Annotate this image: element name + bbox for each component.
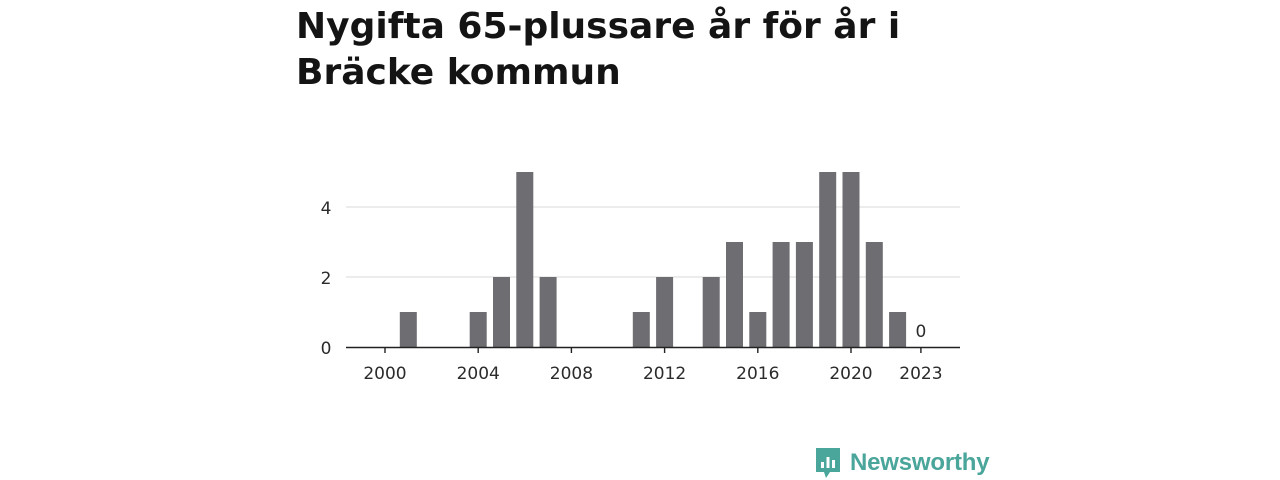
bar-2014[interactable] [702, 277, 720, 347]
bar-2005[interactable] [493, 277, 510, 347]
bar-2015[interactable] [726, 242, 743, 347]
newsworthy-logo[interactable]: Newsworthy [814, 446, 990, 480]
bar-2022[interactable] [889, 312, 907, 347]
bar-2017[interactable] [772, 242, 790, 347]
bar-2007[interactable] [539, 277, 557, 347]
value-label-2023: 0 [915, 322, 926, 342]
x-tick-labels: 2000 2004 2008 2012 2016 2020 2023 [363, 347, 943, 384]
bar-2019[interactable] [819, 172, 837, 347]
bar-2012[interactable] [656, 277, 674, 347]
x-tick-label: 2008 [550, 364, 593, 384]
x-tick-label: 2000 [363, 364, 406, 384]
y-tick-label: 2 [321, 269, 332, 289]
bar-2004[interactable] [469, 312, 487, 347]
x-tick-label: 2004 [457, 364, 500, 384]
annotations: 0 [915, 322, 926, 342]
y-tick-label: 4 [321, 199, 332, 219]
bars [399, 172, 907, 347]
bar-2001[interactable] [399, 312, 417, 347]
newsworthy-logo-icon [816, 448, 840, 478]
x-tick-label: 2016 [736, 364, 779, 384]
x-tick-label: 2020 [829, 364, 872, 384]
y-tick-label: 0 [321, 339, 332, 359]
bar-2020[interactable] [842, 172, 860, 347]
bar-2016[interactable] [749, 312, 767, 347]
bar-2021[interactable] [865, 242, 883, 347]
bar-2011[interactable] [632, 312, 650, 347]
y-tick-labels: 0 2 4 [321, 199, 332, 359]
logo-text: Newsworthy [850, 449, 990, 476]
x-tick-label: 2023 [899, 364, 942, 384]
bar-2018[interactable] [795, 242, 813, 347]
x-tick-label: 2012 [643, 364, 686, 384]
bar-2006[interactable] [516, 172, 534, 347]
chart-title: Nygifta 65-plussare år för år i Bräcke k… [296, 6, 901, 93]
